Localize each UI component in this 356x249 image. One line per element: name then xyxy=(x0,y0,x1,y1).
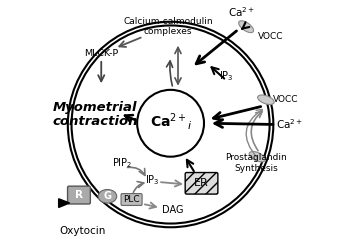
Text: IP$_3$: IP$_3$ xyxy=(219,69,234,83)
Text: G: G xyxy=(104,191,111,201)
Text: Myometrial
contraction: Myometrial contraction xyxy=(52,101,138,128)
Polygon shape xyxy=(59,199,69,207)
Text: PIP$_2$: PIP$_2$ xyxy=(112,156,132,170)
Ellipse shape xyxy=(249,151,265,162)
Text: DAG: DAG xyxy=(162,205,183,215)
Ellipse shape xyxy=(98,189,117,203)
Text: VOCC: VOCC xyxy=(258,32,283,41)
Text: i: i xyxy=(188,121,191,131)
FancyBboxPatch shape xyxy=(68,186,90,204)
Text: Ca$^{2+}$: Ca$^{2+}$ xyxy=(227,5,255,19)
Text: Oxytocin: Oxytocin xyxy=(60,227,106,237)
Ellipse shape xyxy=(258,95,274,105)
Ellipse shape xyxy=(239,21,253,33)
FancyBboxPatch shape xyxy=(185,173,218,194)
Text: Ca$^{2+}$: Ca$^{2+}$ xyxy=(150,112,187,130)
Circle shape xyxy=(137,90,204,157)
Text: PLC: PLC xyxy=(123,195,140,204)
Text: VOCC: VOCC xyxy=(273,95,298,104)
FancyBboxPatch shape xyxy=(121,193,142,205)
Text: MLCK-P: MLCK-P xyxy=(84,50,118,59)
Text: Ca$^{2+}$: Ca$^{2+}$ xyxy=(276,118,303,131)
Text: ER: ER xyxy=(194,178,209,188)
Text: IP$_3$: IP$_3$ xyxy=(145,173,159,187)
Text: Calcium-calmodulin
complexes: Calcium-calmodulin complexes xyxy=(123,17,213,36)
Text: Prostaglandin
Synthesis: Prostaglandin Synthesis xyxy=(225,153,287,173)
Text: R: R xyxy=(75,190,83,200)
